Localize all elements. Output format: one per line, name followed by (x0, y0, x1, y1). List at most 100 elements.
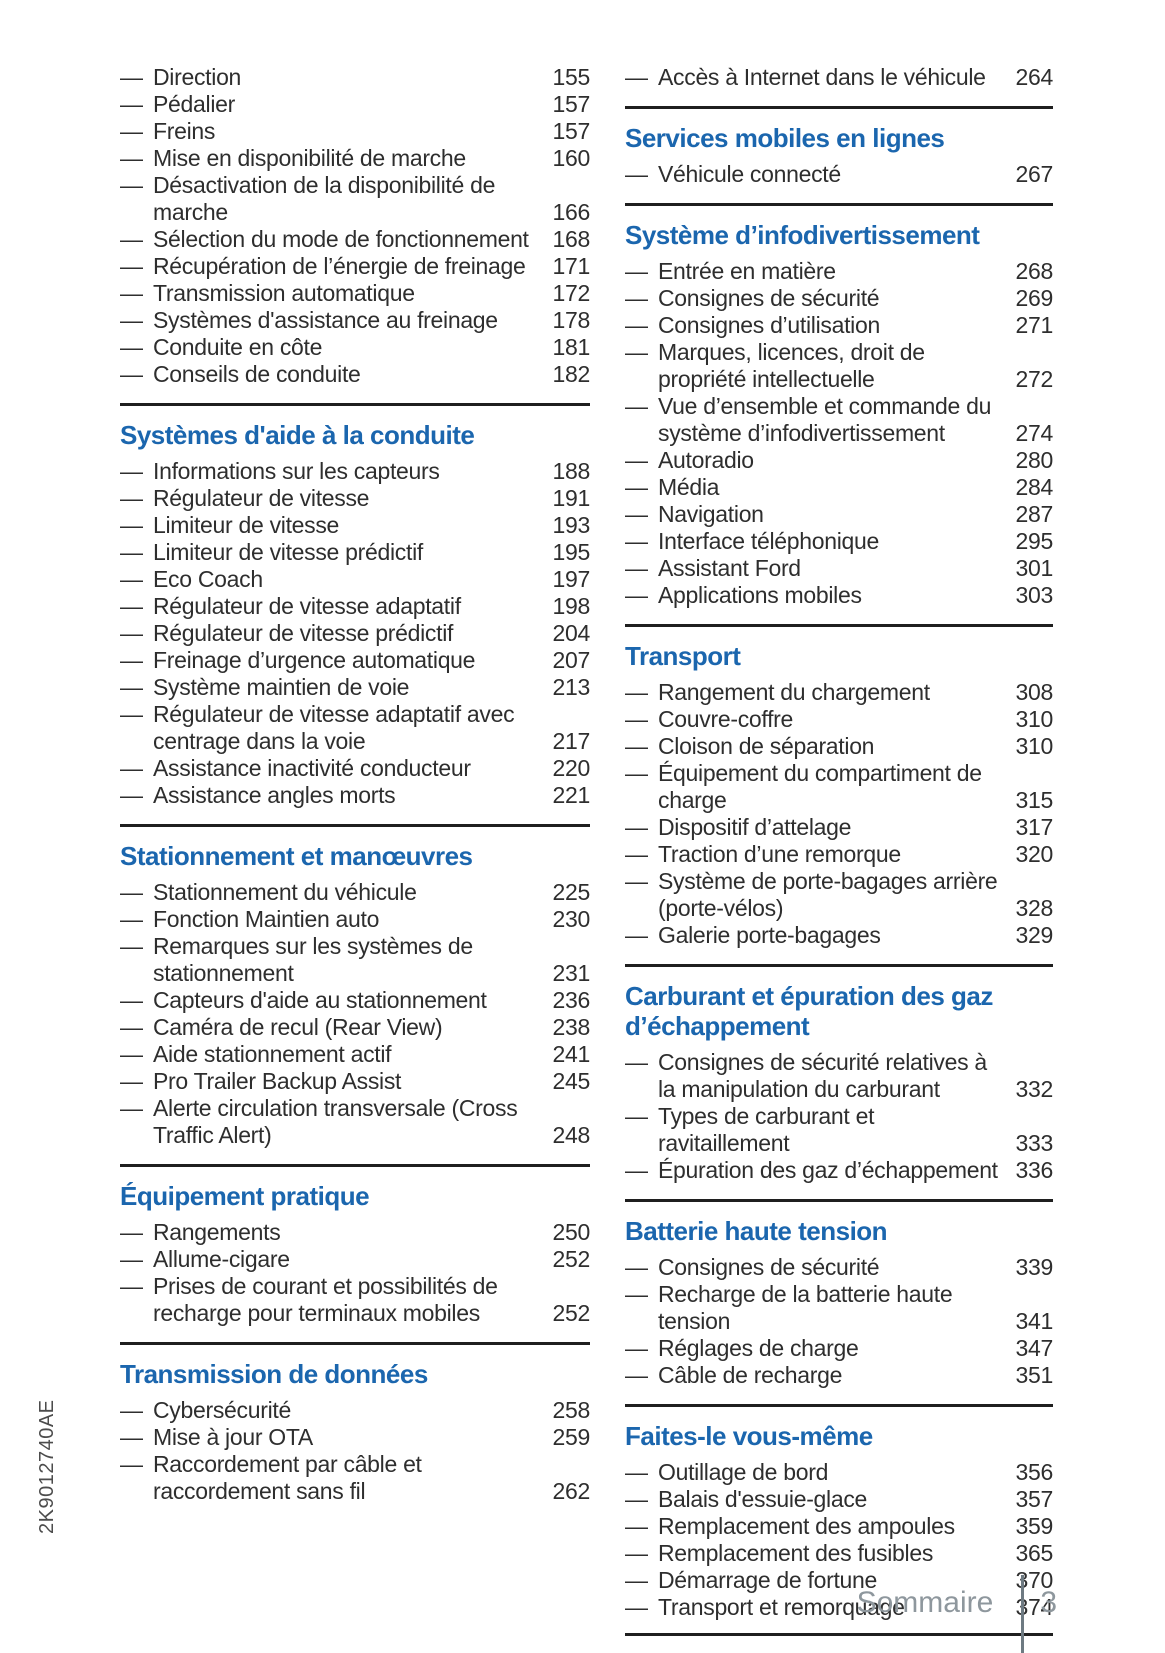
toc-entry: Informations sur les capteurs 188 (120, 458, 590, 485)
section-title: Faites-le vous-même (625, 1421, 873, 1451)
entry-dash-marker (120, 906, 153, 933)
entry-page-number: 198 (552, 593, 591, 619)
entry-dash-marker (625, 1281, 658, 1308)
entry-dash-marker (120, 755, 153, 782)
entry-page-number: 166 (552, 199, 591, 225)
entry-dash-marker (120, 593, 153, 620)
entry-page-number: 271 (1015, 312, 1054, 338)
entry-page-number: 328 (1015, 895, 1054, 921)
entry-label: Couvre-coffre (658, 706, 794, 732)
entry-label: Navigation (658, 501, 764, 527)
entry-label: Équipement du compartiment de charge (658, 760, 982, 813)
toc-section: Équipement pratique Rangements 250 Allum… (120, 1164, 590, 1327)
toc-entry: Applications mobiles 303 (625, 582, 1053, 609)
entry-label: Autoradio (658, 447, 754, 473)
entry-page-number: 188 (552, 458, 591, 484)
section-title: Carburant et épuration des gaz d’échappe… (625, 981, 993, 1041)
toc-entry: Marques, licences, droit de propriété in… (625, 339, 1053, 393)
entry-dash-marker (625, 528, 658, 555)
toc-entry: Récupération de l’énergie de freinage 17… (120, 253, 590, 280)
entry-label: Traction d’une remorque (658, 841, 901, 867)
entry-label: Freins (153, 118, 216, 144)
entry-page-number: 241 (552, 1041, 591, 1067)
section-title: Batterie haute tension (625, 1216, 888, 1246)
toc-columns: Direction 155 Pédalier 157 Freins 157 Mi… (120, 64, 1053, 1636)
entry-dash-marker (625, 1486, 658, 1513)
toc-entry: Conduite en côte 181 (120, 334, 590, 361)
entry-dash-marker (625, 1594, 658, 1621)
toc-entry: Consignes de sécurité 269 (625, 285, 1053, 312)
toc-entry: Remplacement des fusibles 365 (625, 1540, 1053, 1567)
entry-dash-marker (625, 1049, 658, 1076)
toc-entry: Fonction Maintien auto 230 (120, 906, 590, 933)
toc-section: Faites-le vous-même Outillage de bord 35… (625, 1404, 1053, 1636)
entry-page-number: 193 (552, 512, 591, 538)
toc-entry: Outillage de bord 356 (625, 1459, 1053, 1486)
entry-label: Eco Coach (153, 566, 263, 592)
entry-dash-marker (120, 933, 153, 960)
entry-label: Recharge de la batterie haute tension (658, 1281, 953, 1334)
toc-section: Direction 155 Pédalier 157 Freins 157 Mi… (120, 64, 590, 388)
entry-dash-marker (120, 458, 153, 485)
entry-page-number: 333 (1015, 1130, 1054, 1156)
entry-dash-marker (120, 307, 153, 334)
entry-label: Capteurs d'aide au stationnement (153, 987, 487, 1013)
entry-page-number: 195 (552, 539, 591, 565)
toc-section: Carburant et épuration des gaz d’échappe… (625, 964, 1053, 1184)
toc-entry: Raccordement par câble et raccordement s… (120, 1451, 590, 1505)
entry-label: Fonction Maintien auto (153, 906, 380, 932)
entry-label: Transport et remorquage (658, 1594, 905, 1620)
entry-page-number: 181 (552, 334, 591, 360)
entry-label: Régulateur de vitesse prédictif (153, 620, 454, 646)
toc-entry: Épuration des gaz d’échappement 336 (625, 1157, 1053, 1184)
entry-dash-marker (625, 706, 658, 733)
entry-page-number: 359 (1015, 1513, 1054, 1539)
entry-dash-marker (625, 1103, 658, 1130)
section-title: Stationnement et manœuvres (120, 841, 473, 871)
entry-label: Assistance inactivité conducteur (153, 755, 471, 781)
toc-entry: Rangements 250 (120, 1219, 590, 1246)
toc-section: Systèmes d'aide à la conduite Informatio… (120, 403, 590, 809)
entry-page-number: 248 (552, 1122, 591, 1148)
entry-page-number: 204 (552, 620, 591, 646)
section-title: Systèmes d'aide à la conduite (120, 420, 475, 450)
toc-entry: Direction 155 (120, 64, 590, 91)
entry-label: Consignes de sécurité relatives à la man… (658, 1049, 987, 1102)
entry-page-number: 191 (552, 485, 591, 511)
entry-dash-marker (625, 1157, 658, 1184)
entry-label: Limiteur de vitesse prédictif (153, 539, 423, 565)
entry-page-number: 336 (1015, 1157, 1054, 1183)
toc-entry: Désactivation de la disponibilité de mar… (120, 172, 590, 226)
entry-page-number: 207 (552, 647, 591, 673)
entry-label: Régulateur de vitesse (153, 485, 370, 511)
entry-page-number: 197 (552, 566, 591, 592)
entry-page-number: 220 (552, 755, 591, 781)
entry-page-number: 269 (1015, 285, 1054, 311)
entry-page-number: 347 (1015, 1335, 1054, 1361)
toc-entry: Stationnement du véhicule 225 (120, 879, 590, 906)
entry-label: Entrée en matière (658, 258, 836, 284)
entry-label: Galerie porte-bagages (658, 922, 881, 948)
entry-page-number: 168 (552, 226, 591, 252)
entry-dash-marker (120, 566, 153, 593)
entry-label: Sélection du mode de fonctionnement (153, 226, 529, 252)
entry-dash-marker (120, 1424, 153, 1451)
entry-dash-marker (625, 447, 658, 474)
entry-page-number: 250 (552, 1219, 591, 1245)
entry-dash-marker (625, 1362, 658, 1389)
entry-label: Consignes de sécurité (658, 285, 880, 311)
section-title: Transmission de données (120, 1359, 428, 1389)
entry-label: Transmission automatique (153, 280, 415, 306)
toc-entry: Conseils de conduite 182 (120, 361, 590, 388)
entry-label: Dispositif d’attelage (658, 814, 852, 840)
toc-section: Transmission de données Cybersécurité 25… (120, 1342, 590, 1505)
entry-dash-marker (120, 253, 153, 280)
entry-page-number: 160 (552, 145, 591, 171)
toc-entry: Câble de recharge 351 (625, 1362, 1053, 1389)
toc-entry: Caméra de recul (Rear View) 238 (120, 1014, 590, 1041)
entry-dash-marker (120, 1095, 153, 1122)
entry-label: Alerte circulation transversale (Cross T… (153, 1095, 518, 1148)
entry-page-number: 238 (552, 1014, 591, 1040)
section-title: Services mobiles en lignes (625, 123, 945, 153)
entry-dash-marker (120, 91, 153, 118)
